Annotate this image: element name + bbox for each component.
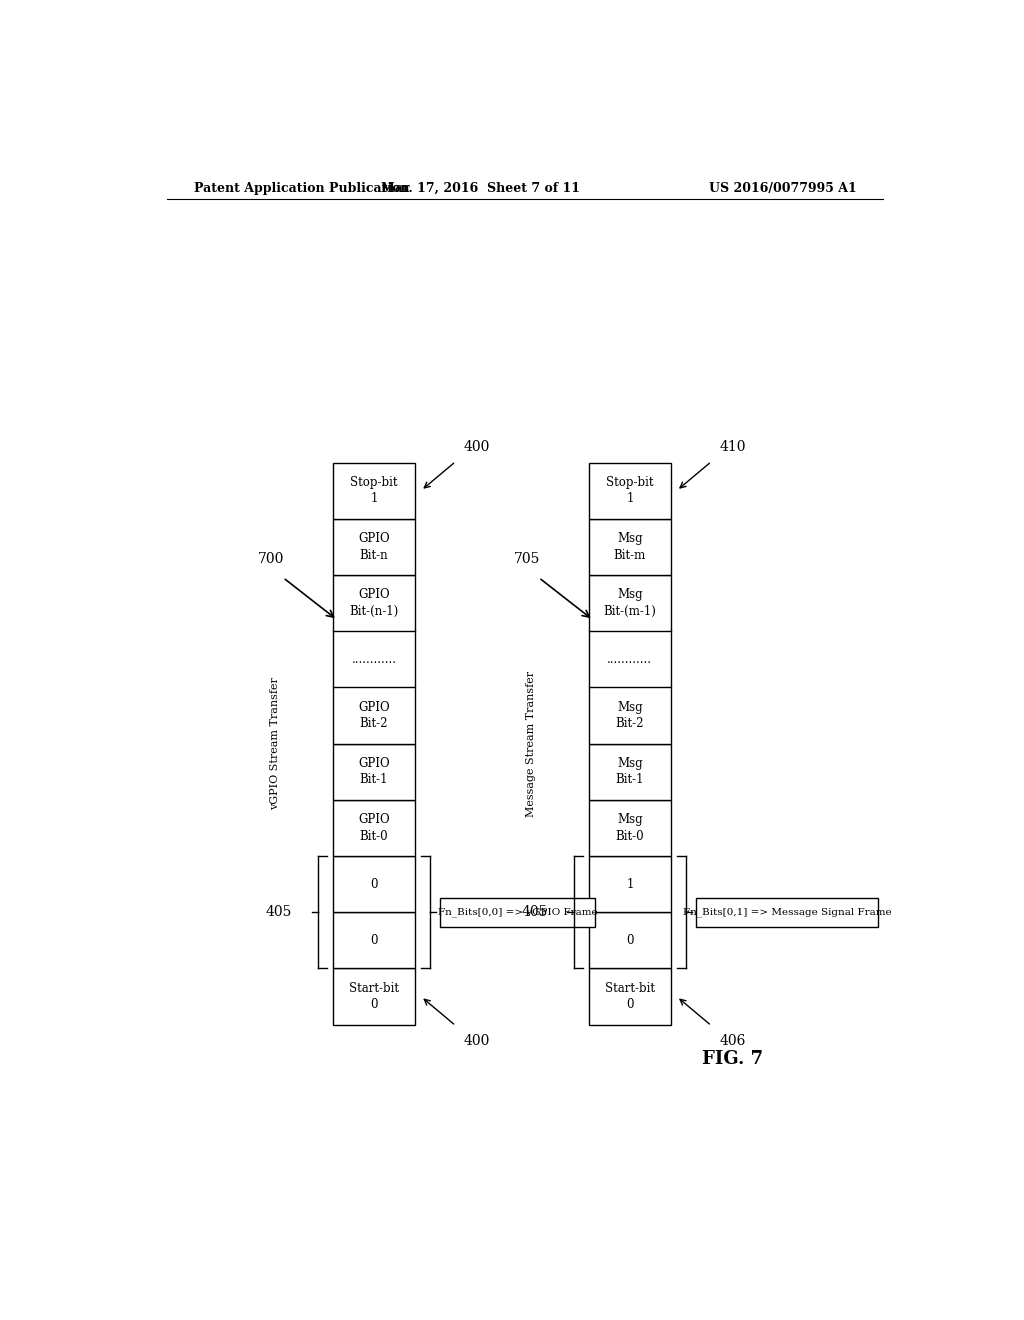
Bar [589,519,671,576]
Bar [334,688,415,743]
Bar [589,688,671,743]
Text: Msg
Bit-1: Msg Bit-1 [615,756,644,787]
Bar [589,912,671,969]
Bar [589,857,671,912]
Text: GPIO
Bit-(n-1): GPIO Bit-(n-1) [349,589,398,618]
Bar [334,576,415,631]
Text: 0: 0 [371,878,378,891]
Text: 705: 705 [514,552,541,566]
Bar [440,898,595,927]
Text: GPIO
Bit-0: GPIO Bit-0 [358,813,390,842]
Text: Stop-bit
1: Stop-bit 1 [350,477,397,506]
Bar [589,462,671,519]
Text: GPIO
Bit-1: GPIO Bit-1 [358,756,390,787]
Text: vGPIO Stream Transfer: vGPIO Stream Transfer [270,677,281,810]
Bar [334,462,415,519]
Text: FIG. 7: FIG. 7 [701,1051,763,1068]
Text: Msg
Bit-2: Msg Bit-2 [615,701,644,730]
Bar [334,519,415,576]
Text: ............: ............ [351,653,396,665]
Text: 0: 0 [626,933,634,946]
Text: 406: 406 [719,1034,745,1048]
Text: 410: 410 [719,440,745,454]
Text: Start-bit
0: Start-bit 0 [605,982,654,1011]
Text: Patent Application Publication: Patent Application Publication [194,182,410,194]
Bar [589,743,671,800]
Bar [334,857,415,912]
Text: Fn_Bits[0,0] => vGPIO Frame: Fn_Bits[0,0] => vGPIO Frame [438,907,598,917]
Bar [589,576,671,631]
Text: 405: 405 [521,906,548,919]
Text: Fn_Bits[0,1] => Message Signal Frame: Fn_Bits[0,1] => Message Signal Frame [683,907,892,917]
Bar [589,800,671,857]
Text: Start-bit
0: Start-bit 0 [349,982,399,1011]
Text: ............: ............ [607,653,652,665]
Text: 400: 400 [464,1034,489,1048]
Text: GPIO
Bit-2: GPIO Bit-2 [358,701,390,730]
Text: 700: 700 [258,552,285,566]
Text: Message Stream Transfer: Message Stream Transfer [526,671,536,817]
Bar [334,800,415,857]
Text: US 2016/0077995 A1: US 2016/0077995 A1 [709,182,856,194]
Text: Mar. 17, 2016  Sheet 7 of 11: Mar. 17, 2016 Sheet 7 of 11 [381,182,581,194]
Bar [696,898,879,927]
Text: 400: 400 [464,440,489,454]
Bar [334,969,415,1024]
Text: 405: 405 [266,906,292,919]
Text: Msg
Bit-(m-1): Msg Bit-(m-1) [603,589,656,618]
Text: Msg
Bit-m: Msg Bit-m [613,532,646,561]
Text: 0: 0 [371,933,378,946]
Bar [334,743,415,800]
Text: Msg
Bit-0: Msg Bit-0 [615,813,644,842]
Bar [589,969,671,1024]
Bar [334,912,415,969]
Text: 1: 1 [626,878,634,891]
Text: Stop-bit
1: Stop-bit 1 [606,477,653,506]
Text: GPIO
Bit-n: GPIO Bit-n [358,532,390,561]
